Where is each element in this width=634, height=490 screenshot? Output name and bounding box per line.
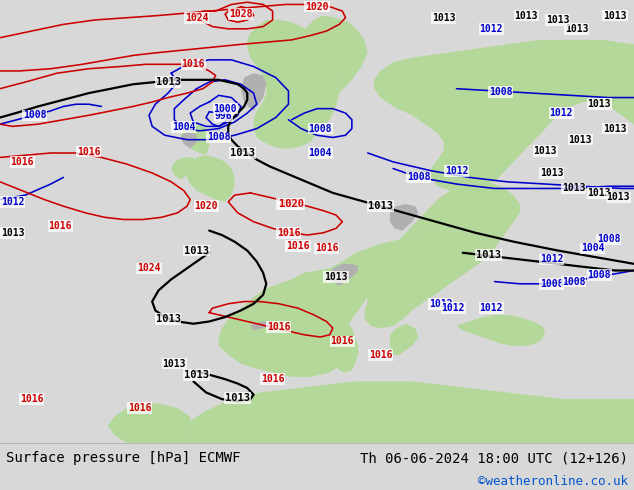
Text: 1013: 1013 [540, 168, 564, 178]
Polygon shape [219, 293, 355, 377]
Text: 1013: 1013 [603, 10, 627, 21]
Text: 1012: 1012 [429, 299, 453, 309]
Text: Surface pressure [hPa] ECMWF: Surface pressure [hPa] ECMWF [6, 451, 241, 466]
Text: 1016: 1016 [314, 244, 339, 253]
Polygon shape [241, 73, 266, 111]
Text: 1008: 1008 [308, 123, 332, 134]
Text: 1008: 1008 [207, 132, 231, 143]
Text: 1016: 1016 [77, 147, 101, 157]
Text: 1008: 1008 [23, 110, 47, 121]
Text: 1024: 1024 [184, 13, 209, 23]
Text: 1013: 1013 [1, 228, 25, 238]
Polygon shape [374, 40, 634, 191]
Text: 1013: 1013 [546, 15, 570, 25]
Text: 1008: 1008 [406, 172, 430, 182]
Text: 1013: 1013 [162, 359, 186, 368]
Polygon shape [330, 226, 495, 328]
Text: 1016: 1016 [368, 350, 392, 360]
Polygon shape [250, 321, 276, 330]
Text: 1013: 1013 [587, 99, 611, 109]
Text: 1008: 1008 [562, 276, 586, 287]
Text: 996: 996 [214, 111, 232, 121]
Text: 1016: 1016 [261, 374, 285, 384]
Text: 1013: 1013 [155, 314, 181, 324]
Text: 1020: 1020 [194, 201, 218, 211]
Text: 1012: 1012 [479, 24, 503, 34]
Text: 1013: 1013 [514, 10, 538, 21]
Text: 1008: 1008 [587, 270, 611, 280]
Text: 1004: 1004 [581, 244, 605, 253]
Polygon shape [273, 124, 292, 148]
Text: 1013: 1013 [230, 148, 256, 158]
Text: 1016: 1016 [10, 157, 34, 167]
Polygon shape [330, 264, 358, 286]
Text: 1016: 1016 [286, 241, 310, 251]
Text: 1013: 1013 [568, 135, 592, 145]
Text: 1013: 1013 [324, 272, 348, 282]
Text: 1016: 1016 [181, 59, 205, 69]
Text: 1012: 1012 [441, 303, 465, 313]
Polygon shape [304, 16, 368, 93]
Text: 1008: 1008 [540, 279, 564, 289]
Text: 1016: 1016 [48, 221, 72, 231]
Text: 1012: 1012 [1, 197, 25, 207]
Polygon shape [187, 155, 235, 202]
Text: 1020: 1020 [305, 1, 329, 12]
Text: 1016: 1016 [20, 394, 44, 404]
Text: 1008: 1008 [489, 87, 513, 97]
Text: 1016: 1016 [330, 337, 354, 346]
Text: 1013: 1013 [565, 24, 589, 34]
Text: 1013: 1013 [603, 123, 627, 134]
Polygon shape [330, 319, 358, 372]
Polygon shape [456, 315, 545, 346]
Polygon shape [399, 182, 520, 248]
Text: 1013: 1013 [225, 393, 250, 403]
Text: 1013: 1013 [562, 183, 586, 194]
Text: 1020: 1020 [276, 199, 301, 209]
Text: 1000: 1000 [213, 104, 237, 114]
Text: Th 06-06-2024 18:00 UTC (12+126): Th 06-06-2024 18:00 UTC (12+126) [359, 451, 628, 466]
Polygon shape [247, 20, 339, 148]
Text: 1012: 1012 [479, 303, 503, 313]
Text: 1013: 1013 [533, 146, 557, 156]
Text: 1004: 1004 [172, 122, 196, 132]
Text: 1008: 1008 [597, 234, 621, 245]
Text: 1016: 1016 [267, 322, 291, 332]
Text: 1013: 1013 [606, 193, 630, 202]
Text: 1020: 1020 [279, 199, 304, 209]
Polygon shape [390, 324, 418, 355]
Text: 1013: 1013 [587, 188, 611, 198]
Polygon shape [171, 157, 197, 180]
Polygon shape [390, 204, 418, 231]
Text: 1013: 1013 [155, 77, 181, 87]
Polygon shape [238, 269, 368, 362]
Text: 1024: 1024 [137, 263, 161, 273]
Text: 1004: 1004 [308, 148, 332, 158]
Text: 1016: 1016 [127, 403, 152, 413]
Text: 1012: 1012 [549, 108, 573, 118]
Polygon shape [181, 131, 197, 148]
Text: 1012: 1012 [540, 254, 564, 265]
Text: 1013: 1013 [184, 245, 209, 256]
Text: 1016: 1016 [276, 228, 301, 238]
Text: 1028: 1028 [229, 9, 253, 19]
Text: 1013: 1013 [432, 13, 456, 23]
Polygon shape [181, 124, 209, 155]
Text: 1013: 1013 [476, 250, 501, 260]
Text: 1013: 1013 [368, 201, 393, 211]
Text: 1013: 1013 [184, 370, 209, 380]
Text: 1012: 1012 [444, 166, 469, 176]
Polygon shape [190, 381, 634, 443]
Polygon shape [108, 404, 190, 443]
Text: ©weatheronline.co.uk: ©weatheronline.co.uk [477, 475, 628, 488]
